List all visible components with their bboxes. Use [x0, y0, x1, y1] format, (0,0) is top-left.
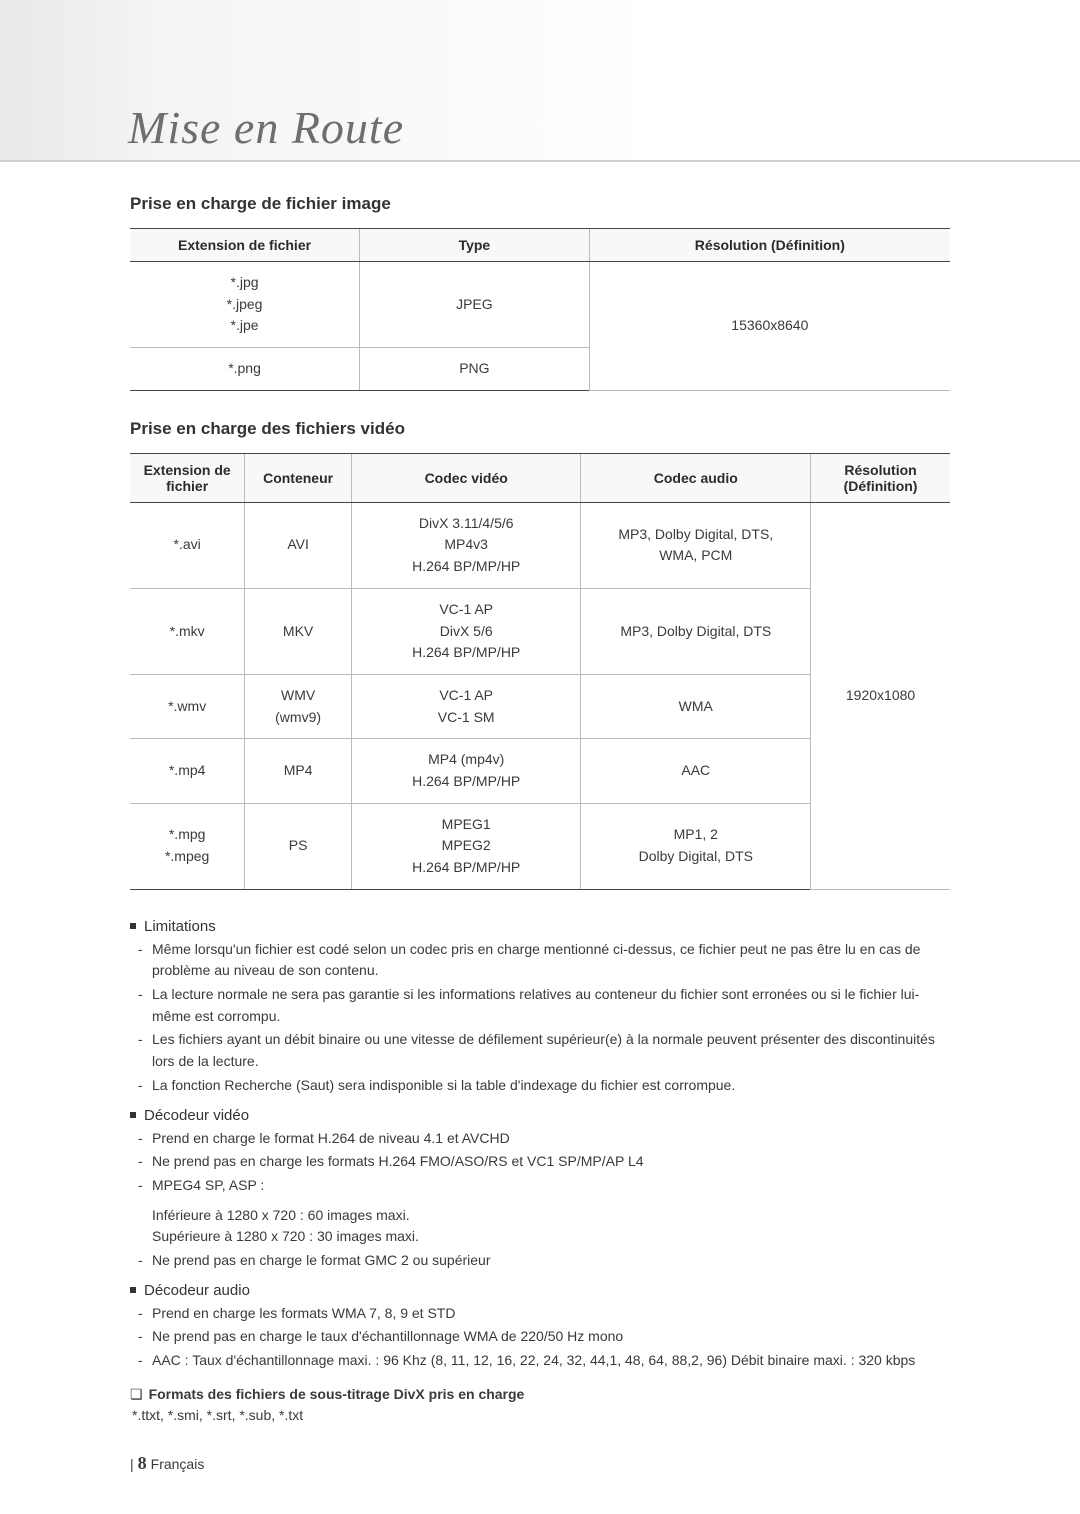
- audio-decoder-title: Décodeur audio: [144, 1282, 250, 1299]
- cell-vcodec: VC-1 AP VC-1 SM: [351, 674, 581, 738]
- video-decoder-heading: Décodeur vidéo: [130, 1107, 950, 1124]
- cell-res: 15360x8640: [589, 262, 950, 391]
- list-item: Ne prend pas en charge le format GMC 2 o…: [130, 1250, 950, 1272]
- footer-bar: |: [130, 1456, 134, 1472]
- video-section-title: Prise en charge des fichiers vidéo: [130, 419, 950, 439]
- list-item: MPEG4 SP, ASP :: [130, 1175, 950, 1197]
- cell-ext: *.jpg *.jpeg *.jpe: [130, 262, 360, 348]
- content-area: Prise en charge de fichier image Extensi…: [0, 162, 1080, 1514]
- note-glyph-icon: ❏: [130, 1386, 143, 1403]
- image-support-table: Extension de fichier Type Résolution (Dé…: [130, 228, 950, 391]
- audio-decoder-heading: Décodeur audio: [130, 1282, 950, 1299]
- limitations-title: Limitations: [144, 918, 216, 935]
- table-row: *.jpg *.jpeg *.jpe JPEG 15360x8640: [130, 262, 950, 348]
- cell-ext: *.mp4: [130, 739, 245, 803]
- mpeg4-subline: Inférieure à 1280 x 720 : 60 images maxi…: [130, 1205, 950, 1227]
- cell-ext: *.png: [130, 348, 360, 391]
- cell-acodec: MP3, Dolby Digital, DTS, WMA, PCM: [581, 502, 811, 588]
- limitations-heading: Limitations: [130, 918, 950, 935]
- col-type: Type: [360, 229, 590, 262]
- col-vcodec: Codec vidéo: [351, 453, 581, 502]
- col-ext: Extension de fichier: [130, 229, 360, 262]
- list-item: Ne prend pas en charge le taux d'échanti…: [130, 1326, 950, 1348]
- footer-language: Français: [151, 1456, 205, 1472]
- table-row: *.avi AVI DivX 3.11/4/5/6 MP4v3 H.264 BP…: [130, 502, 950, 588]
- col-res: Résolution (Définition): [589, 229, 950, 262]
- video-decoder-list: Prend en charge le format H.264 de nivea…: [130, 1128, 950, 1197]
- cell-container: MP4: [245, 739, 352, 803]
- cell-ext: *.mpg *.mpeg: [130, 803, 245, 889]
- video-decoder-list-2: Ne prend pas en charge le format GMC 2 o…: [130, 1250, 950, 1272]
- subtitle-extensions: *.ttxt, *.smi, *.srt, *.sub, *.txt: [132, 1407, 950, 1423]
- square-bullet-icon: [130, 1287, 136, 1293]
- footer-page-number: 8: [138, 1453, 147, 1474]
- list-item: Prend en charge les formats WMA 7, 8, 9 …: [130, 1303, 950, 1325]
- cell-ext: *.avi: [130, 502, 245, 588]
- image-section-title: Prise en charge de fichier image: [130, 194, 950, 214]
- cell-type: JPEG: [360, 262, 590, 348]
- square-bullet-icon: [130, 1112, 136, 1118]
- audio-decoder-list: Prend en charge les formats WMA 7, 8, 9 …: [130, 1303, 950, 1372]
- list-item: AAC : Taux d'échantillonnage maxi. : 96 …: [130, 1350, 950, 1372]
- title-band: Mise en Route: [0, 0, 1080, 162]
- col-acodec: Codec audio: [581, 453, 811, 502]
- cell-type: PNG: [360, 348, 590, 391]
- page-title: Mise en Route: [128, 101, 404, 160]
- cell-ext: *.mkv: [130, 588, 245, 674]
- table-header-row: Extension de fichier Type Résolution (Dé…: [130, 229, 950, 262]
- subtitle-note: ❏ Formats des fichiers de sous-titrage D…: [130, 1386, 950, 1403]
- cell-res: 1920x1080: [811, 502, 950, 889]
- cell-vcodec: DivX 3.11/4/5/6 MP4v3 H.264 BP/MP/HP: [351, 502, 581, 588]
- col-container: Conteneur: [245, 453, 352, 502]
- cell-vcodec: VC-1 AP DivX 5/6 H.264 BP/MP/HP: [351, 588, 581, 674]
- cell-acodec: AAC: [581, 739, 811, 803]
- list-item: Même lorsqu'un fichier est codé selon un…: [130, 939, 950, 982]
- square-bullet-icon: [130, 923, 136, 929]
- cell-acodec: MP1, 2 Dolby Digital, DTS: [581, 803, 811, 889]
- subtitle-note-title: Formats des fichiers de sous-titrage Div…: [149, 1386, 525, 1402]
- page-footer: | 8 Français: [130, 1453, 950, 1474]
- cell-ext: *.wmv: [130, 674, 245, 738]
- col-res: Résolution (Définition): [811, 453, 950, 502]
- list-item: Prend en charge le format H.264 de nivea…: [130, 1128, 950, 1150]
- cell-acodec: WMA: [581, 674, 811, 738]
- mpeg4-subline: Supérieure à 1280 x 720 : 30 images maxi…: [130, 1226, 950, 1248]
- list-item: La fonction Recherche (Saut) sera indisp…: [130, 1075, 950, 1097]
- cell-vcodec: MP4 (mp4v) H.264 BP/MP/HP: [351, 739, 581, 803]
- video-support-table: Extension de fichier Conteneur Codec vid…: [130, 453, 950, 890]
- document-page: Mise en Route Prise en charge de fichier…: [0, 0, 1080, 1514]
- cell-container: PS: [245, 803, 352, 889]
- table-header-row: Extension de fichier Conteneur Codec vid…: [130, 453, 950, 502]
- list-item: Ne prend pas en charge les formats H.264…: [130, 1151, 950, 1173]
- cell-acodec: MP3, Dolby Digital, DTS: [581, 588, 811, 674]
- cell-vcodec: MPEG1 MPEG2 H.264 BP/MP/HP: [351, 803, 581, 889]
- list-item: Les fichiers ayant un débit binaire ou u…: [130, 1029, 950, 1072]
- cell-container: MKV: [245, 588, 352, 674]
- cell-container: WMV (wmv9): [245, 674, 352, 738]
- video-decoder-title: Décodeur vidéo: [144, 1107, 249, 1124]
- col-ext: Extension de fichier: [130, 453, 245, 502]
- limitations-list: Même lorsqu'un fichier est codé selon un…: [130, 939, 950, 1097]
- list-item: La lecture normale ne sera pas garantie …: [130, 984, 950, 1027]
- cell-container: AVI: [245, 502, 352, 588]
